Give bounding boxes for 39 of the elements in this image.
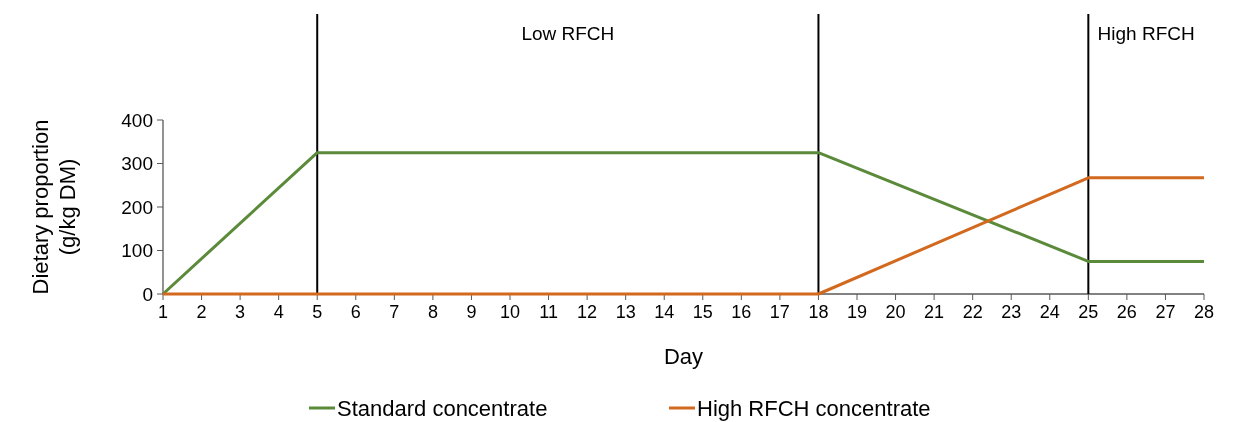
x-tick-label: 25: [1078, 302, 1099, 322]
y-tick-label: 400: [121, 109, 153, 131]
x-tick-label: 24: [1039, 302, 1060, 322]
y-tick-label: 0: [142, 283, 153, 305]
x-tick-label: 15: [692, 302, 713, 322]
legend-label: Standard concentrate: [337, 395, 548, 421]
x-tick-label: 2: [196, 302, 207, 322]
x-tick-label: 28: [1193, 302, 1215, 322]
legend-label: High RFCH concentrate: [697, 395, 931, 421]
x-tick-label: 14: [654, 302, 675, 322]
y-tick-label: 200: [121, 196, 153, 218]
ref-line-label: High RFCH: [1097, 23, 1195, 44]
x-tick-label: 4: [273, 302, 284, 322]
x-tick-label: 6: [350, 302, 361, 322]
x-tick-label: 8: [427, 302, 438, 322]
y-tick-label: 100: [121, 240, 153, 262]
x-tick-label: 9: [466, 302, 477, 322]
y-axis-title: Dietary proportion (g/kg DM): [28, 119, 80, 295]
x-tick-label: 12: [577, 302, 598, 322]
x-tick-label: 20: [885, 302, 906, 322]
x-tick-label: 27: [1155, 302, 1176, 322]
x-tick-label: 26: [1116, 302, 1137, 322]
x-tick-label: 16: [731, 302, 752, 322]
x-tick-label: 13: [615, 302, 636, 322]
y-tick-label: 300: [121, 153, 153, 175]
x-tick-label: 7: [389, 302, 400, 322]
text: Low RFCH: [521, 23, 615, 44]
x-tick-label: 1: [157, 302, 169, 322]
x-tick-label: 17: [769, 302, 790, 322]
x-tick-label: 22: [962, 302, 983, 322]
x-tick-label: 23: [1001, 302, 1022, 322]
x-tick-label: 19: [846, 302, 868, 322]
x-tick-label: 10: [499, 302, 521, 322]
x-tick-label: 18: [808, 302, 829, 322]
x-tick-label: 3: [235, 302, 246, 322]
x-tick-label: 11: [539, 302, 558, 322]
x-axis-title: Day: [663, 344, 704, 369]
x-tick-label: 21: [924, 302, 945, 322]
x-tick-label: 5: [312, 302, 323, 322]
